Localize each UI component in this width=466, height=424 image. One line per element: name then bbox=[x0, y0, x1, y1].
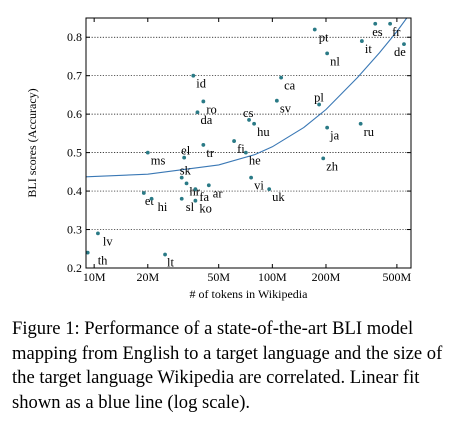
data-point-ja bbox=[325, 125, 330, 130]
data-label-et: et bbox=[145, 194, 155, 208]
data-label-vi: vi bbox=[254, 179, 264, 193]
data-label-he: he bbox=[249, 154, 261, 168]
data-label-lv: lv bbox=[103, 234, 113, 248]
data-point-da bbox=[195, 110, 200, 115]
data-point-tr bbox=[201, 143, 206, 147]
data-label-sv: sv bbox=[280, 102, 292, 116]
data-point-hu bbox=[252, 121, 257, 126]
data-point-ca bbox=[279, 75, 284, 80]
x-tick-label: 20M bbox=[136, 270, 159, 284]
x-tick-label: 100M bbox=[258, 270, 287, 284]
data-label-es: es bbox=[372, 25, 383, 39]
data-label-de: de bbox=[394, 45, 406, 59]
data-point-zh bbox=[321, 156, 326, 161]
data-label-ca: ca bbox=[284, 79, 296, 93]
data-label-hr: hr bbox=[190, 184, 201, 198]
data-point-de bbox=[402, 42, 406, 47]
data-point-hr bbox=[184, 181, 189, 186]
data-point-ms bbox=[145, 150, 150, 155]
data-point-el bbox=[182, 155, 187, 160]
data-point-fi bbox=[232, 139, 236, 143]
y-tick-label: 0.3 bbox=[67, 223, 82, 237]
fit-layer bbox=[86, 18, 408, 178]
data-point-pt bbox=[312, 27, 317, 32]
data-point-th bbox=[85, 250, 90, 255]
data-point-sl bbox=[179, 196, 184, 201]
data-point-pl bbox=[317, 102, 322, 107]
data-label-ro: ro bbox=[206, 102, 216, 116]
x-axis-label: # of tokens in Wikipedia bbox=[190, 287, 309, 301]
y-tick-label: 0.7 bbox=[67, 69, 82, 83]
plot-frame bbox=[85, 17, 412, 269]
data-label-it: it bbox=[365, 42, 372, 56]
y-tick-label: 0.2 bbox=[67, 261, 82, 275]
data-label-ko: ko bbox=[199, 202, 212, 216]
y-axis-label: BLI scores (Accuracy) bbox=[25, 88, 39, 197]
data-point-it bbox=[359, 39, 364, 43]
data-point-he bbox=[243, 150, 248, 155]
axes-layer bbox=[85, 17, 412, 269]
data-label-id: id bbox=[196, 77, 206, 91]
data-label-fr: fr bbox=[392, 25, 401, 39]
data-label-ms: ms bbox=[151, 154, 166, 168]
data-point-lv bbox=[96, 231, 100, 236]
data-point-uk bbox=[267, 187, 272, 192]
data-label-sk: sk bbox=[180, 164, 192, 178]
data-label-fa: fa bbox=[199, 190, 209, 204]
data-label-zh: zh bbox=[326, 159, 339, 173]
data-label-ar: ar bbox=[213, 186, 224, 200]
data-point-vi bbox=[249, 175, 254, 180]
data-label-lt: lt bbox=[167, 256, 174, 270]
data-label-ja: ja bbox=[329, 129, 339, 143]
data-label-ru: ru bbox=[364, 125, 375, 139]
x-tick-label: 50M bbox=[207, 270, 230, 284]
data-point-et bbox=[141, 191, 146, 195]
ticks-layer: 0.2 0.3 0.4 0.5 0.6 0.7 0.8 10M 20M 50M 100M 200M 50… bbox=[67, 18, 412, 284]
y-tick-label: 0.8 bbox=[67, 30, 82, 44]
data-point-hi bbox=[149, 196, 154, 201]
data-label-cs: cs bbox=[243, 106, 254, 120]
figure-caption: Figure 1: Performance of a state-of-the-… bbox=[12, 318, 443, 413]
data-label-fi: fi bbox=[237, 142, 245, 156]
data-point-ru bbox=[358, 121, 363, 126]
data-label-hu: hu bbox=[257, 125, 270, 139]
y-tick-label: 0.6 bbox=[67, 107, 82, 121]
data-label-da: da bbox=[200, 113, 212, 127]
data-point-ar bbox=[206, 183, 211, 188]
data-point-id bbox=[191, 73, 196, 78]
data-label-tr: tr bbox=[206, 146, 214, 160]
y-tick-label: 0.4 bbox=[67, 184, 82, 198]
data-point-es bbox=[373, 21, 378, 26]
data-point-ro bbox=[201, 99, 206, 104]
data-point-sv bbox=[274, 98, 279, 103]
data-point-ko bbox=[193, 198, 198, 203]
grid-layer bbox=[86, 36, 411, 230]
data-point-sk bbox=[179, 175, 184, 180]
data-label-sl: sl bbox=[186, 200, 195, 214]
data-point-fa bbox=[193, 187, 198, 192]
fit-line bbox=[86, 18, 408, 178]
x-tick-label: 500M bbox=[383, 270, 412, 284]
y-tick-label: 0.5 bbox=[67, 146, 82, 160]
x-tick-label: 200M bbox=[312, 270, 341, 284]
data-label-uk: uk bbox=[272, 190, 285, 204]
data-label-pl: pl bbox=[314, 91, 324, 105]
data-point-fr bbox=[388, 21, 393, 26]
data-point-nl bbox=[325, 51, 330, 56]
data-label-pt: pt bbox=[319, 31, 329, 45]
data-label-th: th bbox=[98, 254, 108, 268]
x-tick-label: 10M bbox=[83, 270, 106, 284]
data-point-cs bbox=[247, 118, 251, 122]
data-point-lt bbox=[163, 252, 167, 257]
data-label-hi: hi bbox=[158, 200, 168, 214]
data-label-nl: nl bbox=[330, 54, 340, 68]
data-label-el: el bbox=[181, 144, 191, 158]
